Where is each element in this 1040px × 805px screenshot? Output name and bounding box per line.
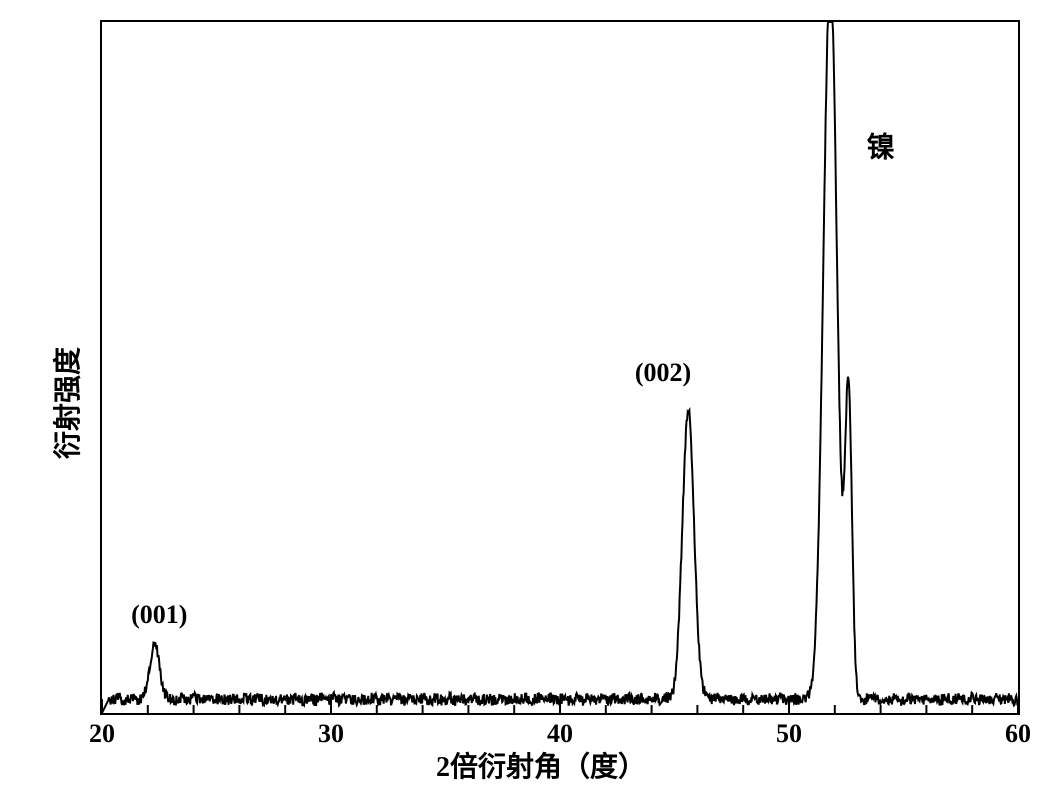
- x-tick-label: 30: [318, 719, 344, 749]
- plot-svg: [102, 22, 1018, 713]
- x-tick-label: 50: [776, 719, 802, 749]
- peak-label: (002): [635, 358, 691, 388]
- y-axis-label: 衍射强度: [46, 346, 86, 458]
- x-axis-label: 2倍衍射角（度）: [436, 745, 646, 785]
- xrd-chart: 衍射强度 2030405060 (001)(002)镍 2倍衍射角（度）: [20, 20, 1020, 785]
- x-tick-label: 60: [1005, 719, 1031, 749]
- x-tick-label: 20: [89, 719, 115, 749]
- xrd-trace: [102, 22, 1018, 713]
- peak-label: (001): [131, 600, 187, 630]
- peak-label: 镍: [858, 132, 898, 160]
- plot-area: 2030405060 (001)(002)镍: [100, 20, 1020, 715]
